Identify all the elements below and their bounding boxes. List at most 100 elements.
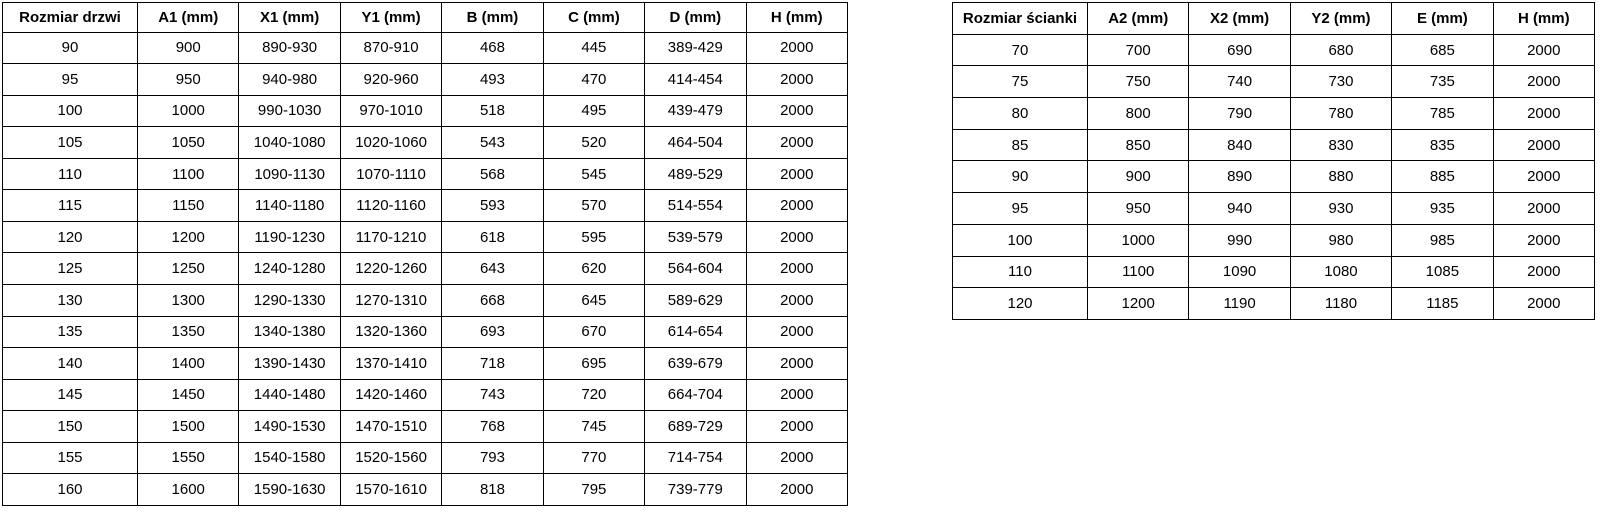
table-cell: 618 (441, 220, 544, 254)
table-cell: 2000 (745, 157, 849, 191)
table-cell: 1000 (1086, 223, 1190, 257)
table-cell: 595 (542, 220, 646, 254)
table-cell: 1190-1230 (238, 220, 341, 254)
table-cell: 2000 (745, 283, 849, 317)
table-row: 75 750 740 730 735 2000 (952, 65, 1596, 99)
table-row: 90 900 890-930 870-910 468 445 389-429 2000 (2, 31, 849, 65)
table-cell: 160 (2, 473, 138, 506)
table-cell: 695 (542, 347, 646, 380)
table-cell: 1050 (136, 126, 240, 159)
table-cell: 1420-1460 (339, 378, 443, 412)
table-cell: 900 (1086, 160, 1190, 194)
table-cell: 2000 (1492, 287, 1596, 320)
table-row: 105 1050 1040-1080 1020-1060 543 520 464-504 20… (2, 126, 849, 159)
table-row: 90 900 890 880 885 2000 (952, 160, 1596, 194)
table-cell: 793 (441, 441, 544, 475)
table-cell: 110 (2, 157, 138, 191)
table-cell: 1450 (136, 378, 240, 412)
table-cell: 770 (542, 441, 646, 475)
table-cell: 1190 (1188, 287, 1291, 320)
table-cell: 689-729 (644, 410, 747, 443)
table-cell: 830 (1289, 128, 1393, 162)
door-table-header: Rozmiar drzwi A1 (mm) X1 (mm) Y1 (mm) B (mm)… (2, 2, 849, 33)
header-cell: Rozmiar drzwi (2, 2, 138, 33)
table-cell: 850 (1086, 128, 1190, 162)
table-cell: 940-980 (238, 63, 341, 96)
header-cell: D (mm) (644, 2, 747, 33)
table-cell: 840 (1188, 128, 1291, 162)
table-cell: 468 (441, 31, 544, 65)
table-cell: 2000 (745, 347, 849, 380)
header-cell: X1 (mm) (238, 2, 341, 33)
table-cell: 1000 (136, 94, 240, 128)
wall-sizes-table: Rozmiar ścianki A2 (mm) X2 (mm) Y2 (mm) E (m… (952, 2, 1596, 320)
table-cell: 2000 (745, 252, 849, 285)
table-cell: 95 (2, 63, 138, 96)
table-cell: 720 (542, 378, 646, 412)
table-cell: 70 (952, 33, 1088, 67)
wall-table-body: 70 700 690 680 685 2000 75 750 740 730 735 2000 80 80… (952, 33, 1596, 320)
header-cell: H (mm) (745, 2, 849, 33)
table-cell: 1100 (1086, 255, 1190, 289)
table-row: 130 1300 1290-1330 1270-1310 668 645 589-629 20… (2, 283, 849, 317)
table-row: 120 1200 1190 1180 1185 2000 (952, 287, 1596, 320)
table-cell: 1370-1410 (339, 347, 443, 380)
table-cell: 464-504 (644, 126, 747, 159)
table-cell: 564-604 (644, 252, 747, 285)
table-cell: 1200 (136, 220, 240, 254)
table-cell: 1300 (136, 283, 240, 317)
table-cell: 1540-1580 (238, 441, 341, 475)
table-cell: 105 (2, 126, 138, 159)
table-cell: 1600 (136, 473, 240, 506)
table-cell: 980 (1289, 223, 1393, 257)
table-cell: 1590-1630 (238, 473, 341, 506)
table-cell: 1470-1510 (339, 410, 443, 443)
table-cell: 1150 (136, 189, 240, 222)
table-cell: 570 (542, 189, 646, 222)
table-cell: 2000 (1492, 223, 1596, 257)
door-sizes-table: Rozmiar drzwi A1 (mm) X1 (mm) Y1 (mm) B (mm)… (2, 2, 849, 506)
table-cell: 568 (441, 157, 544, 191)
table-cell: 614-654 (644, 315, 747, 349)
table-cell: 990 (1188, 223, 1291, 257)
table-cell: 1080 (1289, 255, 1393, 289)
table-cell: 985 (1391, 223, 1494, 257)
table-cell: 145 (2, 378, 138, 412)
table-row: 125 1250 1240-1280 1220-1260 643 620 564-604 20… (2, 252, 849, 285)
table-row: 70 700 690 680 685 2000 (952, 33, 1596, 67)
table-cell: 543 (441, 126, 544, 159)
table-cell: 668 (441, 283, 544, 317)
table-cell: 545 (542, 157, 646, 191)
table-cell: 835 (1391, 128, 1494, 162)
table-cell: 664-704 (644, 378, 747, 412)
table-cell: 1070-1110 (339, 157, 443, 191)
table-cell: 1120-1160 (339, 189, 443, 222)
table-cell: 2000 (745, 94, 849, 128)
header-cell: X2 (mm) (1188, 2, 1291, 35)
table-cell: 90 (2, 31, 138, 65)
table-cell: 1440-1480 (238, 378, 341, 412)
table-cell: 780 (1289, 97, 1393, 130)
table-cell: 1270-1310 (339, 283, 443, 317)
table-cell: 2000 (745, 126, 849, 159)
table-cell: 470 (542, 63, 646, 96)
table-cell: 1085 (1391, 255, 1494, 289)
table-cell: 1220-1260 (339, 252, 443, 285)
table-cell: 700 (1086, 33, 1190, 67)
table-cell: 718 (441, 347, 544, 380)
table-cell: 2000 (1492, 33, 1596, 67)
door-table-body: 90 900 890-930 870-910 468 445 389-429 2000 95 95… (2, 31, 849, 506)
table-cell: 1090 (1188, 255, 1291, 289)
table-cell: 135 (2, 315, 138, 349)
table-cell: 714-754 (644, 441, 747, 475)
table-cell: 940 (1188, 192, 1291, 225)
table-cell: 890-930 (238, 31, 341, 65)
table-cell: 870-910 (339, 31, 443, 65)
table-cell: 445 (542, 31, 646, 65)
table-cell: 150 (2, 410, 138, 443)
table-cell: 155 (2, 441, 138, 475)
table-cell: 920-960 (339, 63, 443, 96)
table-row: 115 1150 1140-1180 1120-1160 593 570 514-554 20… (2, 189, 849, 222)
table-cell: 1180 (1289, 287, 1393, 320)
table-cell: 1570-1610 (339, 473, 443, 506)
